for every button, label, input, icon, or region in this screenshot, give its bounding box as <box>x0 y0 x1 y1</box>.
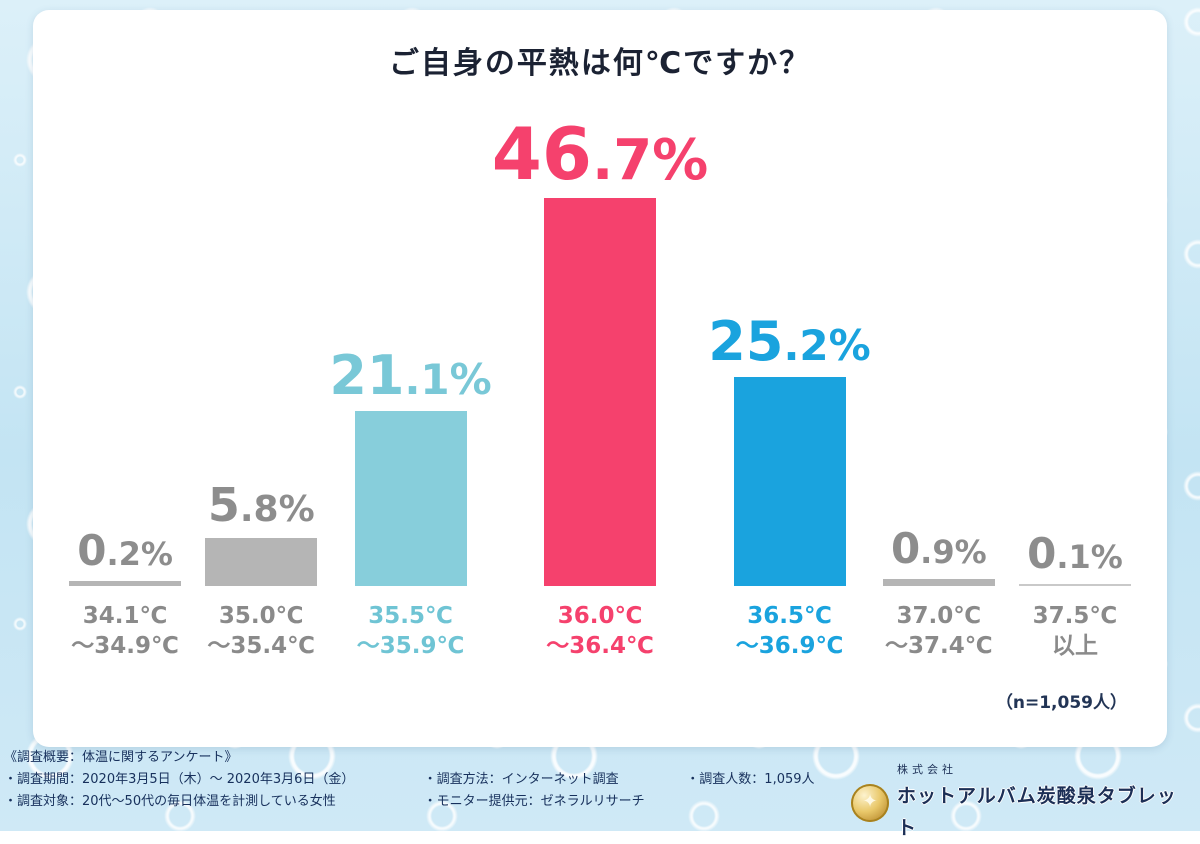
bar-column-35-0: 5.8% 35.0℃ ～35.4℃ <box>193 88 329 662</box>
survey-monitor-provider: ・モニター提供元：ゼネラルリサーチ <box>423 794 645 810</box>
bar-stack: 0.1% <box>1007 88 1143 586</box>
bar <box>69 581 182 586</box>
bar <box>205 538 318 586</box>
bar-value-label: 0.1% <box>1027 529 1123 579</box>
bar-value-label: 46.7% <box>491 111 709 196</box>
survey-footer: 《調査概要：体温に関するアンケート》 ・調査期間：2020年3月5日（木）～ 2… <box>0 743 1200 839</box>
survey-chart-card: ご自身の平熱は何℃ですか？ 0.2% 34.1℃ ～34.9℃ 5.8% 35.0℃ ～3… <box>33 10 1167 747</box>
bar-category-label: 34.1℃ ～34.9℃ <box>71 603 179 659</box>
bar <box>882 579 995 586</box>
bar <box>1018 584 1131 586</box>
bar <box>733 377 846 586</box>
bar-value-label: 25.2% <box>708 309 871 373</box>
footer-column-1: 《調査概要：体温に関するアンケート》 ・調査期間：2020年3月5日（木）～ 2… <box>4 747 424 813</box>
bar-value-label: 0.2% <box>77 526 173 576</box>
company-type: 株式会社 <box>897 763 957 776</box>
chart-columns: 0.2% 34.1℃ ～34.9℃ 5.8% 35.0℃ ～35.4℃ 21.1% 35.5℃… <box>57 88 1143 662</box>
bar-value-label: 0.9% <box>890 524 987 574</box>
bar-stack: 21.1% <box>329 88 492 586</box>
footer-column-2: ・調査方法：インターネット調査 ・モニター提供元：ゼネラルリサーチ <box>424 747 687 813</box>
sample-size-note: （n=1,059人） <box>995 692 1127 713</box>
survey-target: ・調査対象：20代～50代の毎日体温を計測している女性 <box>4 794 336 810</box>
survey-overview-heading: 《調査概要：体温に関するアンケート》 <box>4 750 238 765</box>
bar-category-label: 36.5℃ ～36.9℃ <box>735 603 844 659</box>
bar-column-34-1: 0.2% 34.1℃ ～34.9℃ <box>57 88 193 662</box>
company-name: ホットアルバム炭酸泉タブレット <box>897 784 1177 839</box>
bar-value-label: 21.1% <box>329 343 492 407</box>
bar <box>544 198 657 586</box>
bar-category-label: 35.5℃ ～35.9℃ <box>356 603 465 659</box>
bar-category-label: 37.5℃ 以上 <box>1032 603 1118 659</box>
bar-column-37-0: 0.9% 37.0℃ ～37.4℃ <box>871 88 1007 662</box>
bar-stack: 0.9% <box>871 88 1007 586</box>
company-logo-text: 株式会社 ホットアルバム炭酸泉タブレット <box>897 761 1190 844</box>
survey-respondents: ・調査人数：1,059人 <box>686 772 815 787</box>
bar-stack: 0.2% <box>57 88 193 586</box>
company-emblem-icon <box>851 783 889 822</box>
page-title: ご自身の平熱は何℃ですか？ <box>388 46 812 81</box>
survey-period: ・調査期間：2020年3月5日（木）～ 2020年3月6日（金） <box>4 772 355 788</box>
bar-column-35-5: 21.1% 35.5℃ ～35.9℃ <box>329 88 491 662</box>
bar-column-36-5: 25.2% 36.5℃ ～36.9℃ <box>708 88 870 662</box>
bar-stack: 46.7% <box>491 88 709 586</box>
footer-column-3: ・調査人数：1,059人 <box>686 747 851 791</box>
bar-stack: 5.8% <box>193 88 329 586</box>
survey-method: ・調査方法：インターネット調査 <box>423 772 619 787</box>
bar-column-36-0: 46.7% 36.0℃ ～36.4℃ <box>492 88 709 662</box>
bar-stack: 25.2% <box>708 88 871 586</box>
bar-category-label: 36.0℃ ～36.4℃ <box>546 603 654 659</box>
bar-value-label: 5.8% <box>207 478 315 533</box>
bar-column-37-5: 0.1% 37.5℃ 以上 <box>1007 88 1143 662</box>
bar-category-label: 37.0℃ ～37.4℃ <box>884 603 993 659</box>
bar <box>354 411 467 586</box>
company-logo: 株式会社 ホットアルバム炭酸泉タブレット <box>851 747 1190 844</box>
bar-category-label: 35.0℃ ～35.4℃ <box>207 603 316 659</box>
